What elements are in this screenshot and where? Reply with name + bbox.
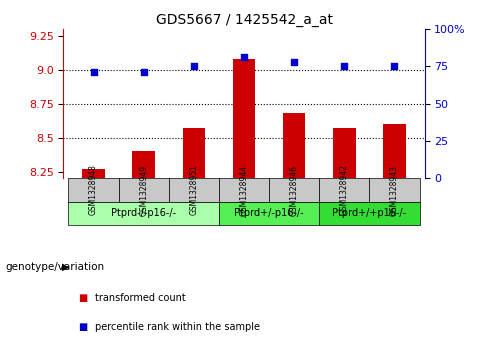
Text: percentile rank within the sample: percentile rank within the sample: [95, 322, 260, 332]
Bar: [333, 128, 356, 178]
Point: [190, 64, 198, 69]
Text: GSM1328943: GSM1328943: [390, 164, 399, 216]
Text: GSM1328948: GSM1328948: [89, 164, 98, 216]
Bar: [68, 178, 119, 202]
Point: [90, 69, 98, 75]
Text: GSM1328942: GSM1328942: [340, 164, 349, 216]
Bar: [68, 202, 219, 225]
Point: [140, 69, 147, 75]
Bar: [269, 178, 319, 202]
Text: Ptprd+/-p16-/-: Ptprd+/-p16-/-: [234, 208, 304, 219]
Bar: [319, 202, 420, 225]
Bar: [119, 178, 169, 202]
Bar: [319, 178, 369, 202]
Title: GDS5667 / 1425542_a_at: GDS5667 / 1425542_a_at: [156, 13, 332, 26]
Text: GSM1328951: GSM1328951: [189, 164, 198, 216]
Text: GSM1328949: GSM1328949: [139, 164, 148, 216]
Point: [240, 54, 248, 60]
Bar: [219, 178, 269, 202]
Bar: [233, 59, 255, 178]
Bar: [383, 124, 406, 178]
Text: ■: ■: [78, 322, 87, 332]
Bar: [369, 178, 420, 202]
Text: Ptprd-/-p16-/-: Ptprd-/-p16-/-: [111, 208, 176, 219]
Text: ■: ■: [78, 293, 87, 303]
Point: [341, 64, 348, 69]
Text: Ptprd+/+p16-/-: Ptprd+/+p16-/-: [332, 208, 407, 219]
Text: transformed count: transformed count: [95, 293, 186, 303]
Bar: [132, 151, 155, 178]
Bar: [283, 113, 305, 178]
Point: [390, 64, 398, 69]
Bar: [169, 178, 219, 202]
Text: genotype/variation: genotype/variation: [5, 262, 104, 272]
Point: [290, 59, 298, 65]
Text: GSM1328946: GSM1328946: [290, 164, 299, 216]
Bar: [219, 202, 319, 225]
Text: GSM1328944: GSM1328944: [240, 164, 248, 216]
Bar: [82, 169, 105, 178]
Bar: [183, 128, 205, 178]
Text: ▶: ▶: [62, 262, 70, 272]
